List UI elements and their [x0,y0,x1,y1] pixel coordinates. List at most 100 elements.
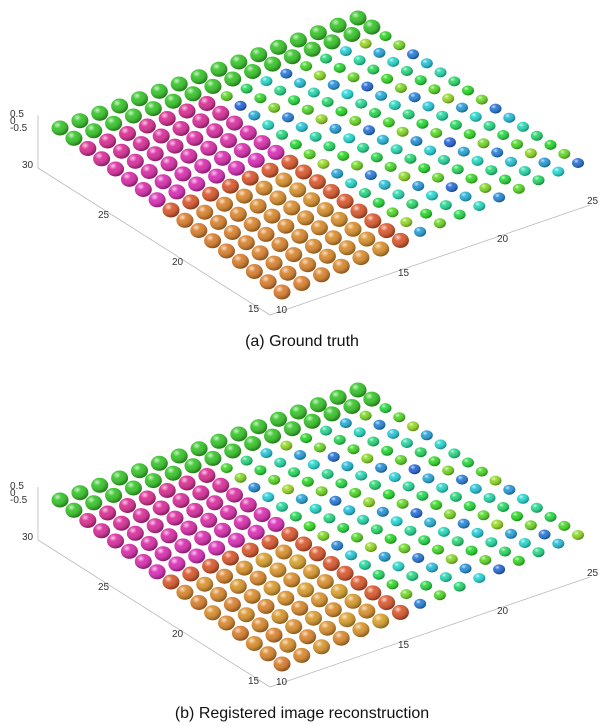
glyph-shade [410,508,423,519]
glyph-shade [315,486,328,497]
glyph-shade [210,433,228,449]
glyph-shade [281,154,299,170]
glyph-shade [305,238,322,254]
glyph-shade [93,151,111,167]
glyph-shade [544,511,557,522]
glyph-shade [518,166,531,176]
glyph-shade [204,605,222,621]
glyph-shade [420,580,433,591]
glyph-shade [400,217,413,228]
glyph-shade [105,115,123,131]
glyph-shade [210,586,227,602]
glyph-shade [65,130,83,146]
glyph-shade [394,83,407,93]
glyph-shade [268,474,281,485]
glyph-shade [479,183,492,193]
glyph-shade [164,465,182,481]
glyph-shade [445,182,458,193]
glyph-shade [372,569,385,580]
glyph-shade [469,483,482,494]
glyph-shade [131,91,148,107]
glyph-shade [51,120,69,136]
glyph-shade [384,161,397,172]
glyph-shade [235,560,253,576]
glyph-shade [289,32,307,48]
glyph-shade [303,41,321,57]
glyph-shade [400,589,413,600]
glyph-shade [382,489,395,500]
glyph-shade [71,485,89,501]
glyph-shade [285,619,303,635]
glyph-shade [223,597,241,612]
glyph-shade [353,55,366,66]
glyph-shade [276,129,288,140]
glyph-shade [400,66,413,76]
glyph-shade [524,148,537,159]
glyph-shade [449,491,462,502]
glyph-shade [396,126,409,137]
glyph-shade [168,184,186,200]
glyph-shade [239,497,257,513]
glyph-shade [387,428,400,439]
glyph-shade [448,448,461,459]
glyph-shade [434,439,447,450]
glyph-shade [227,160,245,176]
glyph-shade [107,533,124,549]
glyph-shade [220,91,233,102]
glyph-shade [248,110,261,121]
glyph-shade [221,550,239,566]
glyph-shade [475,466,488,477]
glyph-shade [146,146,164,162]
glyph-shade [200,140,218,156]
glyph-shade [369,108,381,118]
glyph-shade [320,53,332,64]
glyph-shade [93,523,111,539]
glyph-shade [273,656,291,672]
glyph-shade [124,480,142,496]
glyph-shade [134,182,152,197]
glyph-shade [330,211,348,227]
glyph-shade [434,67,447,78]
glyph-shade [267,516,285,532]
glyph-shade [442,465,455,476]
glyph-shade [503,112,516,123]
glyph-shade [457,146,470,157]
glyph-shade [243,588,261,604]
glyph-shade [505,528,517,539]
glyph-shade [210,214,227,230]
glyph-shade [150,455,168,471]
glyph-shade [339,46,352,57]
glyph-shade [282,112,294,123]
z-tick-label: 0.5 [10,481,24,492]
glyph-shade [79,513,97,528]
glyph-shade [373,47,386,58]
glyph-shade [251,245,269,261]
glyph-shade [91,105,109,121]
glyph-shade [202,558,220,574]
glyph-shade [233,143,251,158]
glyph-shade [146,518,164,534]
glyph-shade [270,411,287,427]
glyph-shade [497,502,510,512]
glyph-shade [315,114,328,125]
glyph-shade [333,62,346,73]
glyph-shade [378,223,396,239]
glyph-shade [234,100,247,111]
y-tick-label: 30 [22,532,34,543]
glyph-shade [336,565,354,581]
glyph-shade [204,450,222,466]
glyph-shade [279,265,297,281]
glyph-shade [381,445,394,456]
glyph-shade [259,274,277,290]
glyph-shade [530,502,543,513]
glyph-shade [505,156,517,167]
glyph-shade [414,226,427,237]
glyph-shade [422,473,435,484]
glyph-shade [331,168,344,179]
glyph-shade [265,255,283,271]
caption: (a) Ground truth [245,333,359,350]
glyph-shade [308,174,326,190]
glyph-shade [322,184,340,199]
glyph-shade [218,615,235,631]
glyph-shade [280,440,293,451]
